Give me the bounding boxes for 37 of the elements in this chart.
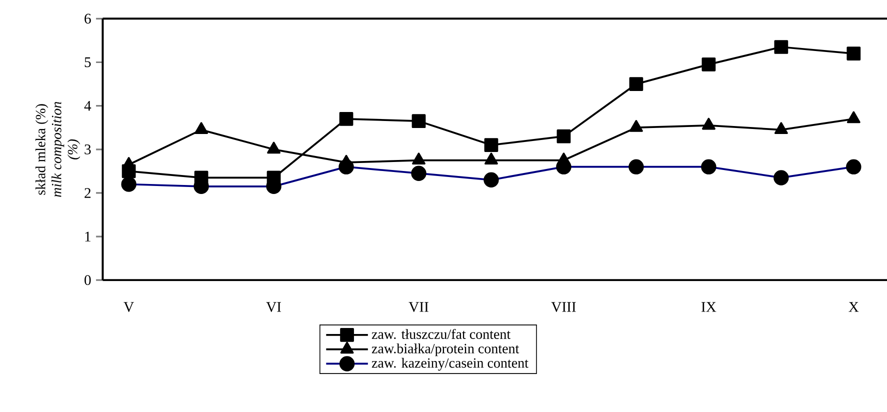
x-tick-label: X bbox=[848, 302, 859, 312]
legend-label: zaw.białka/protein content bbox=[372, 343, 520, 356]
point bbox=[556, 129, 571, 144]
y-tick-label: 3 bbox=[84, 144, 91, 154]
point bbox=[339, 112, 354, 126]
y-tick-label: 2 bbox=[84, 188, 91, 198]
point bbox=[484, 152, 498, 164]
x-tick-label: VII bbox=[408, 302, 428, 312]
point bbox=[629, 120, 643, 132]
x-tick-label: VIII bbox=[551, 302, 576, 312]
point bbox=[774, 40, 788, 54]
point bbox=[266, 170, 281, 185]
y-tick-label: 0 bbox=[84, 275, 91, 285]
point bbox=[484, 138, 498, 152]
legend-label: zaw. tłuszczu/fat content bbox=[372, 328, 511, 339]
legend-label: zaw. kazeiny/casein content bbox=[372, 358, 528, 371]
y-tick-label: 6 bbox=[84, 14, 91, 24]
x-tick-label: V bbox=[124, 302, 134, 312]
point bbox=[774, 122, 788, 134]
point bbox=[122, 164, 136, 178]
y-tick-label: 5 bbox=[84, 57, 91, 68]
y-tick-label: 1 bbox=[85, 232, 90, 242]
point bbox=[702, 118, 716, 130]
x-tick-label: IX bbox=[701, 302, 716, 312]
point bbox=[629, 77, 644, 91]
y-axis-title: skład mleka (%) milk composition (%) bbox=[35, 102, 80, 197]
point bbox=[267, 142, 280, 154]
point bbox=[846, 46, 861, 60]
point bbox=[702, 57, 716, 72]
point bbox=[194, 170, 208, 185]
point bbox=[557, 152, 570, 164]
point bbox=[412, 152, 426, 164]
point bbox=[194, 122, 208, 134]
x-tick-label: VI bbox=[266, 302, 281, 312]
point bbox=[846, 111, 860, 124]
y-tick-label: 4 bbox=[84, 100, 92, 111]
point bbox=[412, 114, 426, 128]
